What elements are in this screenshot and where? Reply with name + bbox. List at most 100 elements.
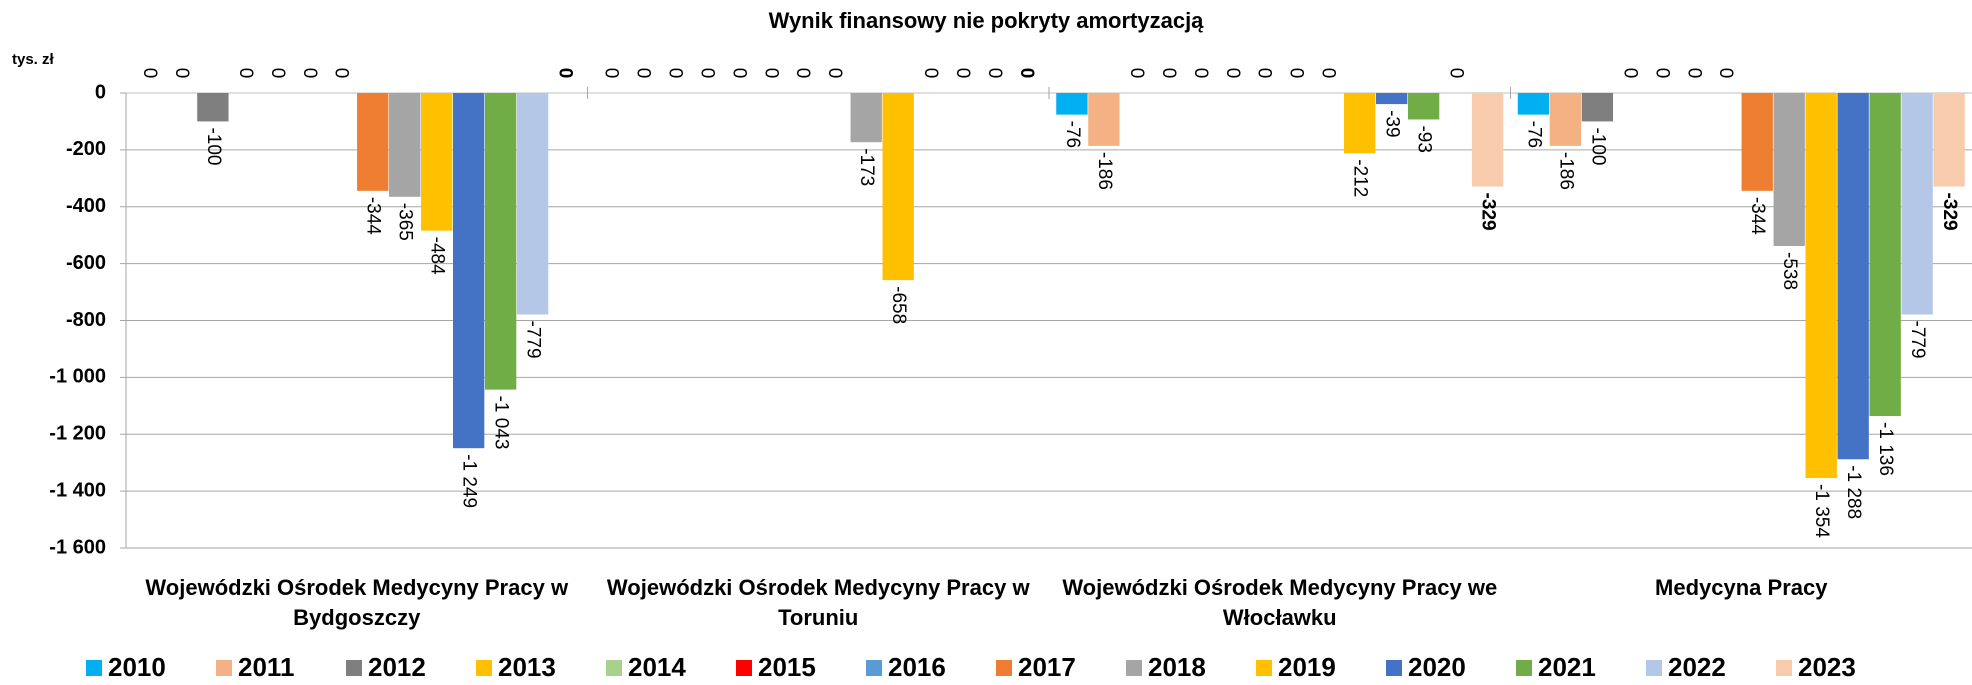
bar bbox=[484, 93, 517, 390]
data-label: -100 bbox=[203, 127, 224, 165]
data-label: -538 bbox=[1779, 252, 1800, 290]
data-label: -329 bbox=[1939, 193, 1960, 231]
legend-label: 2014 bbox=[628, 652, 686, 682]
data-label: 0 bbox=[1715, 68, 1736, 79]
data-label: -1 043 bbox=[491, 396, 512, 450]
legend-swatch bbox=[1386, 660, 1402, 676]
data-label: 0 bbox=[555, 68, 576, 79]
data-label: 0 bbox=[1222, 68, 1243, 79]
data-label: 0 bbox=[728, 68, 749, 79]
data-label: 0 bbox=[1619, 68, 1640, 79]
data-label: 0 bbox=[1126, 68, 1147, 79]
bar bbox=[1056, 93, 1088, 115]
bar bbox=[357, 93, 389, 191]
data-label: 0 bbox=[1016, 68, 1037, 79]
legend-swatch bbox=[866, 660, 882, 676]
data-label: -212 bbox=[1350, 159, 1371, 197]
data-label: 0 bbox=[1286, 68, 1307, 79]
bar bbox=[452, 93, 485, 449]
legend-label: 2021 bbox=[1538, 652, 1596, 682]
legend-label: 2011 bbox=[238, 652, 294, 682]
data-label: -365 bbox=[395, 203, 416, 241]
y-tick-label: -1 400 bbox=[49, 479, 106, 501]
legend-swatch bbox=[1516, 660, 1532, 676]
bar bbox=[1549, 93, 1582, 146]
data-label: 0 bbox=[920, 68, 941, 79]
bar bbox=[1088, 93, 1120, 146]
data-label: 0 bbox=[1651, 68, 1672, 79]
legend-swatch bbox=[86, 660, 102, 676]
bar bbox=[1805, 93, 1837, 479]
data-label: 0 bbox=[299, 68, 320, 79]
legend-swatch bbox=[476, 660, 492, 676]
data-label: 0 bbox=[760, 68, 781, 79]
data-label: 0 bbox=[792, 68, 813, 79]
x-tick-label: Wojewódzki Ośrodek Medycyny Pracy we Wło… bbox=[1062, 575, 1498, 630]
data-label: -1 249 bbox=[459, 454, 480, 508]
legend-swatch bbox=[346, 660, 362, 676]
bar bbox=[1407, 93, 1440, 120]
legend-label: 2015 bbox=[758, 652, 816, 682]
data-label: -484 bbox=[427, 237, 448, 275]
bar bbox=[1741, 93, 1773, 191]
legend-swatch bbox=[1776, 660, 1792, 676]
x-tick-label: Wojewódzki Ośrodek Medycyny Pracy w Toru… bbox=[606, 575, 1030, 630]
y-tick-label: -600 bbox=[66, 252, 106, 274]
data-label: 0 bbox=[824, 68, 845, 79]
data-label: 0 bbox=[952, 68, 973, 79]
data-label: 0 bbox=[1318, 68, 1339, 79]
data-label: 0 bbox=[267, 68, 288, 79]
bar bbox=[1773, 93, 1805, 246]
y-axis-label: tys. zł bbox=[12, 51, 55, 68]
data-label: -344 bbox=[1747, 197, 1768, 235]
data-label: -1 136 bbox=[1875, 422, 1896, 476]
data-label: 0 bbox=[696, 68, 717, 79]
data-label: -93 bbox=[1414, 125, 1435, 152]
bar bbox=[882, 93, 914, 281]
data-label: 0 bbox=[664, 68, 685, 79]
legend-label: 2016 bbox=[888, 652, 946, 682]
legend-swatch bbox=[996, 660, 1012, 676]
y-tick-label: 0 bbox=[95, 81, 106, 103]
legend-label: 2013 bbox=[498, 652, 556, 682]
legend-label: 2022 bbox=[1668, 652, 1726, 682]
legend-swatch bbox=[216, 660, 232, 676]
bar bbox=[850, 93, 882, 143]
bar bbox=[389, 93, 421, 197]
bar bbox=[1901, 93, 1933, 315]
bar bbox=[1869, 93, 1901, 417]
y-tick-label: -400 bbox=[66, 195, 106, 217]
legend-swatch bbox=[606, 660, 622, 676]
data-label: -100 bbox=[1587, 127, 1608, 165]
legend-swatch bbox=[736, 660, 752, 676]
data-label: -76 bbox=[1523, 121, 1544, 148]
data-label: -173 bbox=[856, 148, 877, 186]
data-label: 0 bbox=[171, 68, 192, 79]
data-label: 0 bbox=[331, 68, 352, 79]
bar bbox=[516, 93, 549, 315]
legend-swatch bbox=[1256, 660, 1272, 676]
data-label: -779 bbox=[1907, 321, 1928, 359]
x-tick-label: Wojewódzki Ośrodek Medycyny Pracy w Bydg… bbox=[145, 575, 569, 630]
data-label: -344 bbox=[363, 197, 384, 235]
bar bbox=[1471, 93, 1504, 187]
y-tick-label: -800 bbox=[66, 309, 106, 331]
data-label: 0 bbox=[1254, 68, 1275, 79]
bar bbox=[1933, 93, 1965, 187]
data-label: -779 bbox=[523, 321, 544, 359]
legend-label: 2020 bbox=[1408, 652, 1466, 682]
y-tick-label: -1 600 bbox=[49, 536, 106, 558]
legend-label: 2023 bbox=[1798, 652, 1856, 682]
data-label: 0 bbox=[139, 68, 160, 79]
bar bbox=[1581, 93, 1614, 122]
data-label: -329 bbox=[1478, 193, 1499, 231]
legend-swatch bbox=[1126, 660, 1142, 676]
bar bbox=[1837, 93, 1869, 460]
data-label: 0 bbox=[632, 68, 653, 79]
bar bbox=[1344, 93, 1376, 154]
legend-label: 2017 bbox=[1018, 652, 1076, 682]
data-label: 0 bbox=[235, 68, 256, 79]
data-label: -186 bbox=[1094, 152, 1115, 190]
data-label: -658 bbox=[888, 286, 909, 324]
